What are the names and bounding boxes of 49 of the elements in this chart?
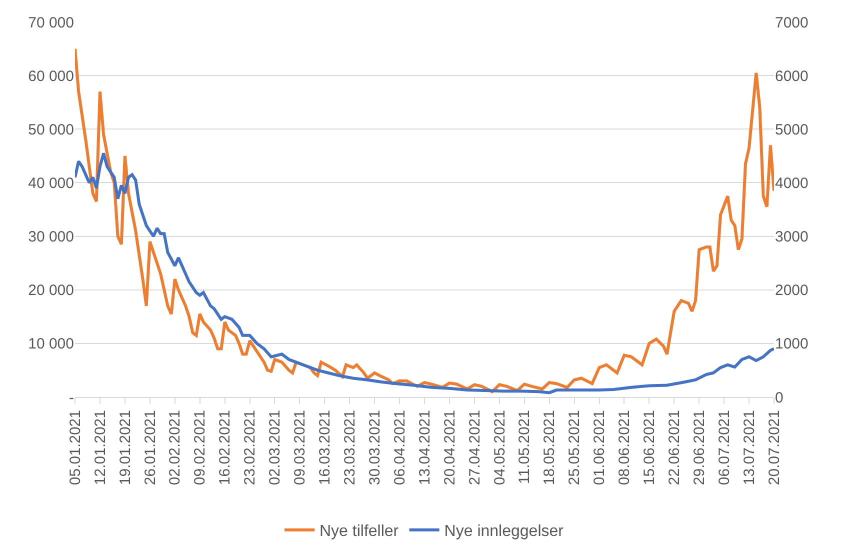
x-tick-label: 02.02.2021 (166, 410, 184, 486)
x-tick-label: 27.04.2021 (466, 410, 484, 486)
line-series (75, 152, 774, 394)
x-tick-label: 16.03.2021 (316, 410, 334, 486)
x-tick-label: 19.01.2021 (116, 410, 134, 486)
x-tick-label: 12.01.2021 (92, 410, 109, 486)
y-tick-label: 70 000 (28, 14, 74, 32)
x-tick-label: 13.07.2021 (740, 410, 758, 486)
x-tick-label: 25.05.2021 (566, 410, 584, 486)
y-tick-label: 60 000 (28, 68, 74, 85)
y-tick-label: 20 000 (28, 282, 74, 300)
y2-tick-label: 5000 (775, 121, 808, 138)
x-tick-label: 11.05.2021 (516, 410, 534, 484)
x-tick-label: 06.04.2021 (391, 410, 408, 486)
x-tick-label: 06.07.2021 (716, 410, 733, 486)
y-tick-label: 30 000 (28, 228, 74, 246)
x-tick-label: 05.01.2021 (66, 410, 84, 486)
x-tick-label: 15.06.2021 (641, 410, 658, 486)
x-tick-label: 30.03.2021 (366, 410, 384, 486)
y2-tick-label: 4000 (775, 174, 808, 192)
y-tick-label: 50 000 (28, 121, 74, 138)
x-tick-label: 09.03.2021 (292, 410, 309, 486)
x-tick-label: 20.04.2021 (441, 410, 458, 486)
x-tick-label: 16.02.2021 (216, 410, 234, 486)
legend-label: Nye tilfeller (320, 523, 400, 540)
y2-tick-label: 1000 (775, 336, 808, 353)
x-tick-label: 20.07.2021 (766, 410, 783, 486)
y2-tick-label: 7000 (775, 14, 808, 32)
x-tick-label: 02.03.2021 (266, 410, 284, 486)
x-tick-label: 18.05.2021 (541, 410, 558, 486)
x-tick-label: 26.01.2021 (142, 410, 159, 486)
x-tick-label: 13.04.2021 (416, 410, 434, 486)
y2-tick-label: 6000 (775, 68, 808, 85)
y-tick-label: 10 000 (28, 336, 74, 353)
x-tick-label: 09.02.2021 (192, 410, 209, 486)
y2-tick-label: 0 (775, 389, 784, 406)
x-tick-label: 23.03.2021 (341, 410, 358, 486)
x-tick-label: 29.06.2021 (690, 410, 708, 486)
y2-tick-label: 3000 (775, 228, 808, 246)
legend-label: Nye innleggelser (444, 523, 564, 540)
line-series (75, 47, 774, 394)
y-tick-label: 40 000 (28, 174, 74, 192)
x-tick-label: 04.05.2021 (491, 410, 508, 486)
x-tick-label: 01.06.2021 (591, 410, 608, 486)
x-tick-label: 23.02.2021 (242, 410, 259, 486)
y2-tick-label: 2000 (775, 282, 808, 300)
x-tick-label: 08.06.2021 (616, 410, 634, 486)
y-tick-label: - (69, 389, 74, 406)
x-tick-label: 22.06.2021 (666, 410, 684, 486)
